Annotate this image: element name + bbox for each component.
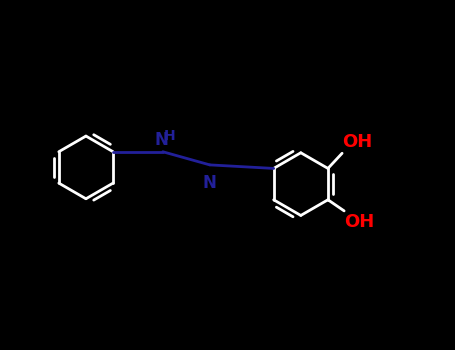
Text: N: N <box>203 174 217 192</box>
Text: OH: OH <box>342 133 372 151</box>
Text: OH: OH <box>344 213 374 231</box>
Text: N: N <box>155 131 169 149</box>
Text: H: H <box>163 129 175 143</box>
